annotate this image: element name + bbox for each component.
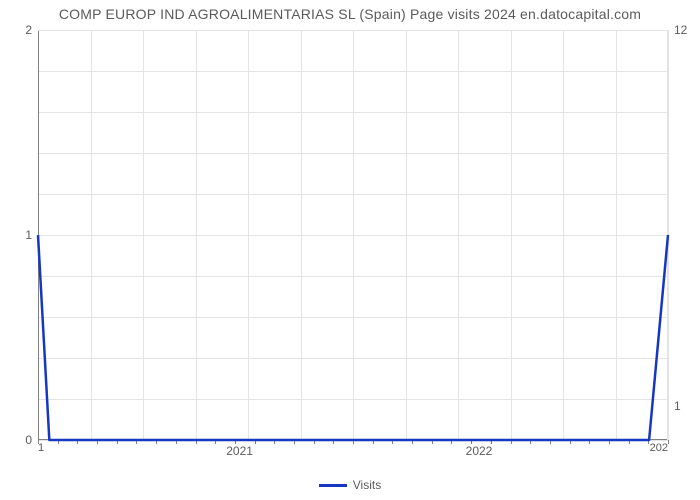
grid-line (668, 30, 669, 440)
series-line (38, 30, 668, 440)
x-secondary-label: 202 (650, 440, 668, 454)
legend: Visits (0, 478, 700, 492)
y2-tick-label: 1 (668, 399, 681, 413)
x-minor-tick (38, 440, 39, 444)
y-tick-label: 1 (25, 228, 38, 242)
y2-tick-label: 12 (668, 23, 687, 37)
visits-line-chart: COMP EUROP IND AGROALIMENTARIAS SL (Spai… (0, 0, 700, 500)
x-minor-tick (668, 440, 669, 444)
legend-swatch (319, 484, 347, 487)
y-tick-label: 0 (25, 433, 38, 447)
y-tick-label: 2 (25, 23, 38, 37)
legend-label: Visits (353, 478, 381, 492)
x-tick-label: 2021 (226, 440, 253, 458)
chart-title: COMP EUROP IND AGROALIMENTARIAS SL (Spai… (0, 6, 700, 22)
plot-area: 012112202120221202 (38, 30, 668, 440)
x-tick-label: 2022 (466, 440, 493, 458)
